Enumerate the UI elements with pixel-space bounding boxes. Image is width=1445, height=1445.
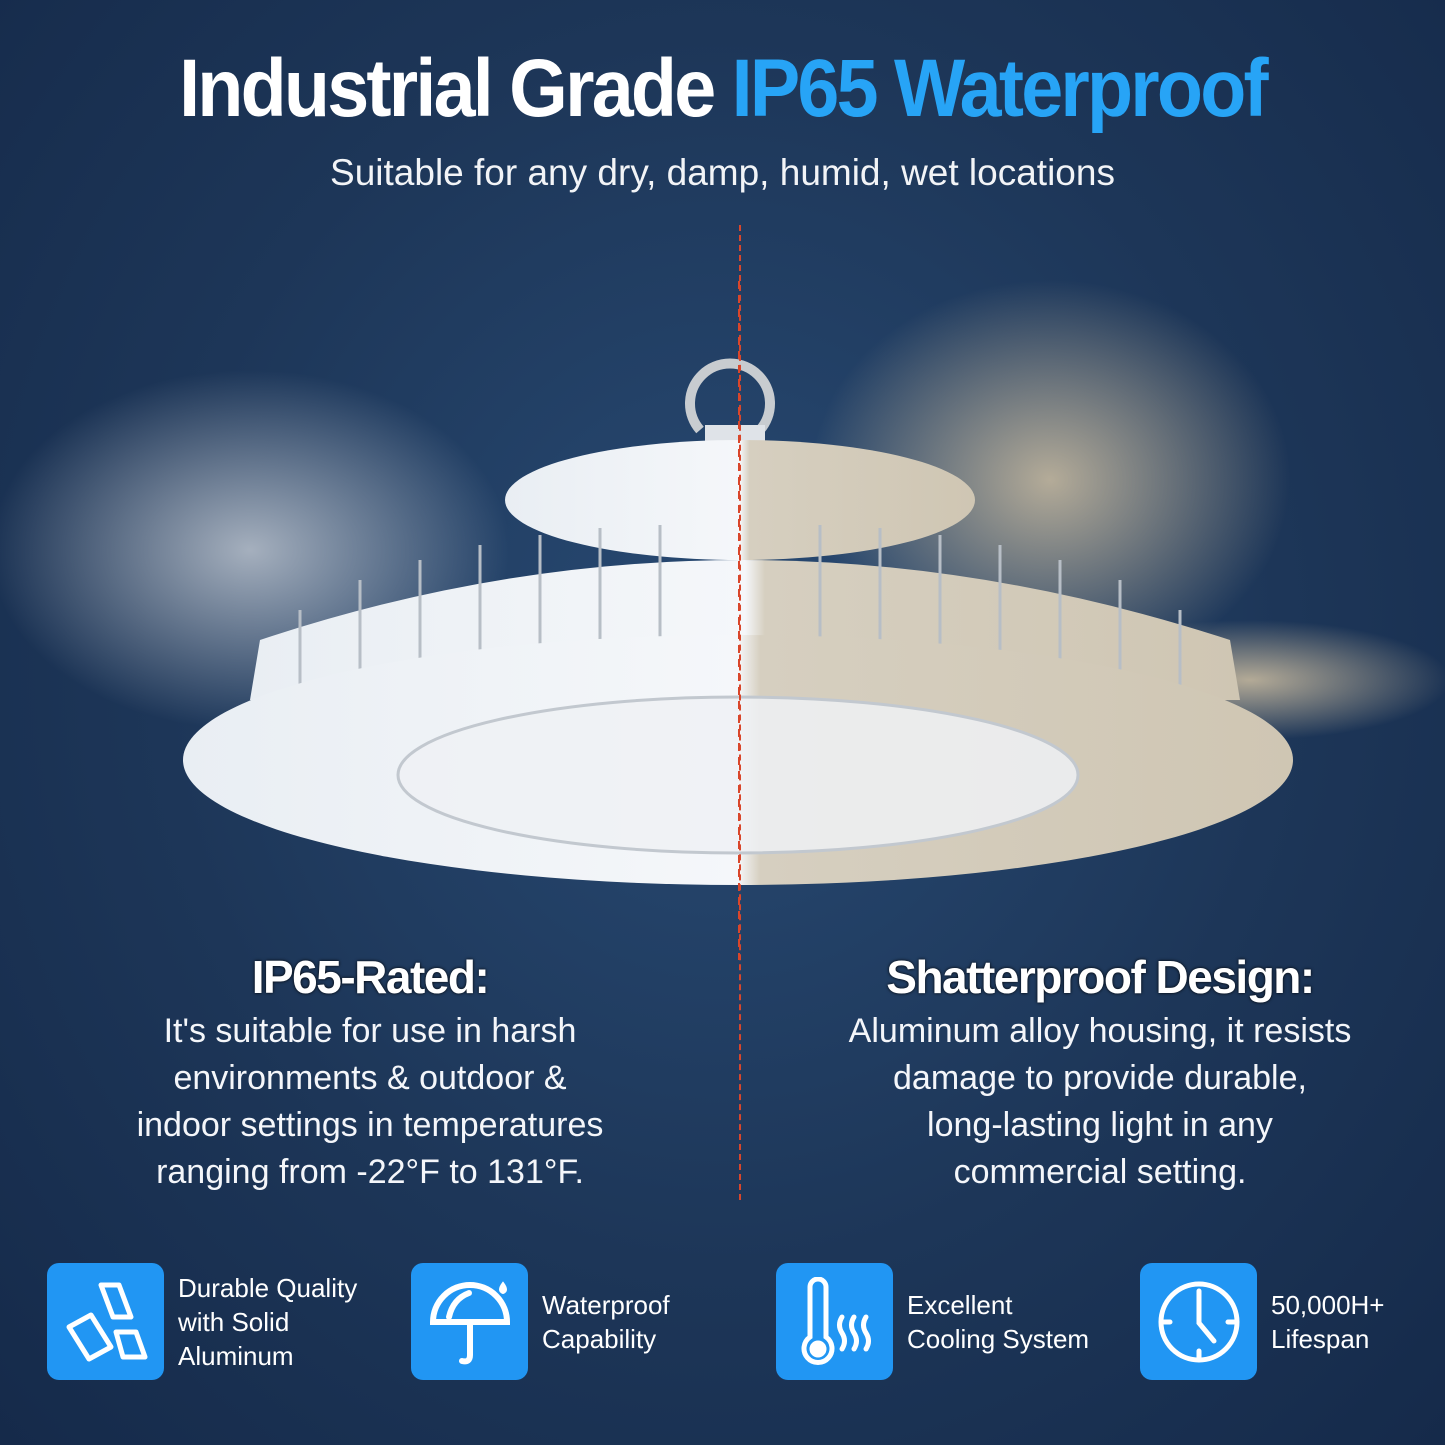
thermometer-icon [776, 1263, 893, 1380]
subtitle: Suitable for any dry, damp, humid, wet l… [330, 152, 1115, 193]
section-line: long-lasting light in any [927, 1106, 1273, 1144]
feature-line: Aluminum [178, 1340, 294, 1371]
feature-line: Durable Quality [178, 1272, 358, 1303]
aluminum-ingots-icon [47, 1263, 164, 1380]
section-line: damage to provide durable, [893, 1059, 1307, 1097]
divider-line [739, 225, 741, 1200]
feature-lifespan: 50,000H+ Lifespan [1140, 1263, 1384, 1380]
feature-aluminum: Durable Quality with Solid Aluminum [47, 1263, 357, 1380]
ip65-section: IP65-Rated: It's suitable for use in har… [60, 950, 680, 1196]
section-line: ranging from -22°F to 131°F. [156, 1153, 584, 1191]
section-line: indoor settings in temperatures [136, 1106, 604, 1144]
umbrella-icon [411, 1263, 528, 1380]
feature-line: Excellent [907, 1289, 1013, 1320]
section-heading: IP65-Rated: [251, 951, 490, 1003]
feature-waterproof: Waterproof Capability [411, 1263, 670, 1380]
section-line: commercial setting. [953, 1153, 1247, 1191]
shatterproof-section: Shatterproof Design: Aluminum alloy hous… [780, 950, 1420, 1196]
clock-icon [1140, 1263, 1257, 1380]
feature-line: Waterproof [542, 1289, 670, 1320]
page-title: Industrial Grade IP65 Waterproof [179, 43, 1269, 134]
feature-line: Cooling System [907, 1323, 1090, 1354]
section-line: It's suitable for use in harsh [163, 1012, 577, 1050]
feature-line: Capability [542, 1323, 657, 1354]
title-highlight: IP65 Waterproof [731, 43, 1269, 134]
section-line: environments & outdoor & [173, 1059, 567, 1097]
feature-cooling: Excellent Cooling System [776, 1263, 1089, 1380]
feature-line: 50,000H+ [1271, 1289, 1385, 1320]
section-heading: Shatterproof Design: [886, 951, 1315, 1003]
high-bay-lamp-image [0, 280, 1445, 960]
feature-line: Lifespan [1271, 1323, 1370, 1354]
feature-line: with Solid [178, 1306, 290, 1337]
section-line: Aluminum alloy housing, it resists [848, 1012, 1352, 1050]
